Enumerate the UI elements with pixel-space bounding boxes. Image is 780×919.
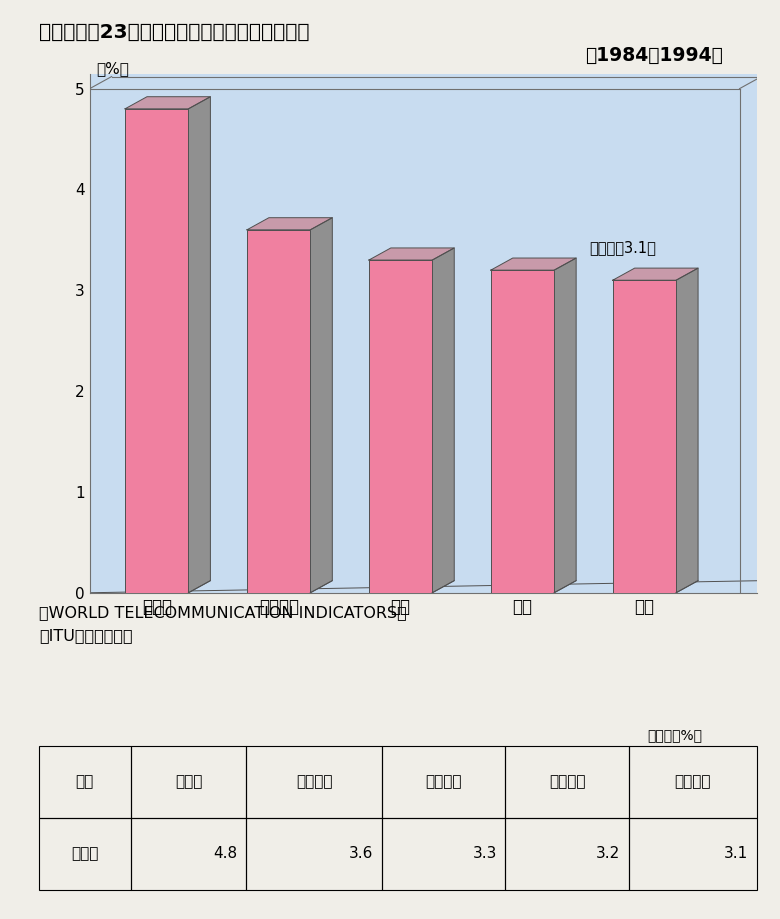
Text: （参考：3.1）: （参考：3.1）: [590, 240, 657, 255]
Text: （単位：%）: （単位：%）: [647, 728, 702, 742]
Text: 3.6: 3.6: [349, 846, 374, 861]
Bar: [131, 818, 246, 890]
Polygon shape: [369, 260, 432, 593]
Bar: [382, 818, 505, 890]
Text: フランス: フランス: [296, 775, 332, 789]
Text: 伸長率: 伸長率: [71, 846, 98, 861]
Text: （%）: （%）: [96, 62, 129, 76]
Text: 3.1: 3.1: [724, 846, 748, 861]
Text: 3.3: 3.3: [473, 846, 497, 861]
Text: 国名: 国名: [76, 775, 94, 789]
Bar: [246, 746, 382, 818]
Text: ドイツ: ドイツ: [175, 775, 202, 789]
Polygon shape: [676, 268, 698, 593]
Bar: [39, 746, 131, 818]
Polygon shape: [613, 280, 676, 593]
Bar: [382, 746, 505, 818]
Polygon shape: [555, 258, 576, 593]
Bar: [629, 746, 757, 818]
Bar: [131, 746, 246, 818]
Polygon shape: [247, 230, 310, 593]
Text: 4.8: 4.8: [214, 846, 238, 861]
Text: 第３－１－23図　国別電話回線数年平均伸長率: 第３－１－23図 国別電話回線数年平均伸長率: [39, 23, 310, 42]
Polygon shape: [491, 270, 555, 593]
Polygon shape: [125, 96, 211, 108]
Text: 英　　国: 英 国: [425, 775, 462, 789]
Text: 3.2: 3.2: [596, 846, 620, 861]
Polygon shape: [613, 268, 698, 280]
Text: （1984～1994）: （1984～1994）: [585, 46, 723, 65]
Polygon shape: [369, 248, 454, 260]
Text: （ITU）により作成: （ITU）により作成: [39, 629, 133, 643]
Bar: [505, 818, 629, 890]
Bar: [629, 818, 757, 890]
Text: 米　　国: 米 国: [549, 775, 586, 789]
Bar: [39, 818, 131, 890]
Text: 「WORLD TELECOMMUNICATION INDICATORS」: 「WORLD TELECOMMUNICATION INDICATORS」: [39, 605, 406, 619]
Polygon shape: [432, 248, 454, 593]
Bar: [505, 746, 629, 818]
Bar: [246, 818, 382, 890]
Polygon shape: [247, 218, 332, 230]
Polygon shape: [125, 108, 189, 593]
Text: 日　　本: 日 本: [675, 775, 711, 789]
Polygon shape: [310, 218, 332, 593]
Polygon shape: [189, 96, 211, 593]
Polygon shape: [491, 258, 576, 270]
